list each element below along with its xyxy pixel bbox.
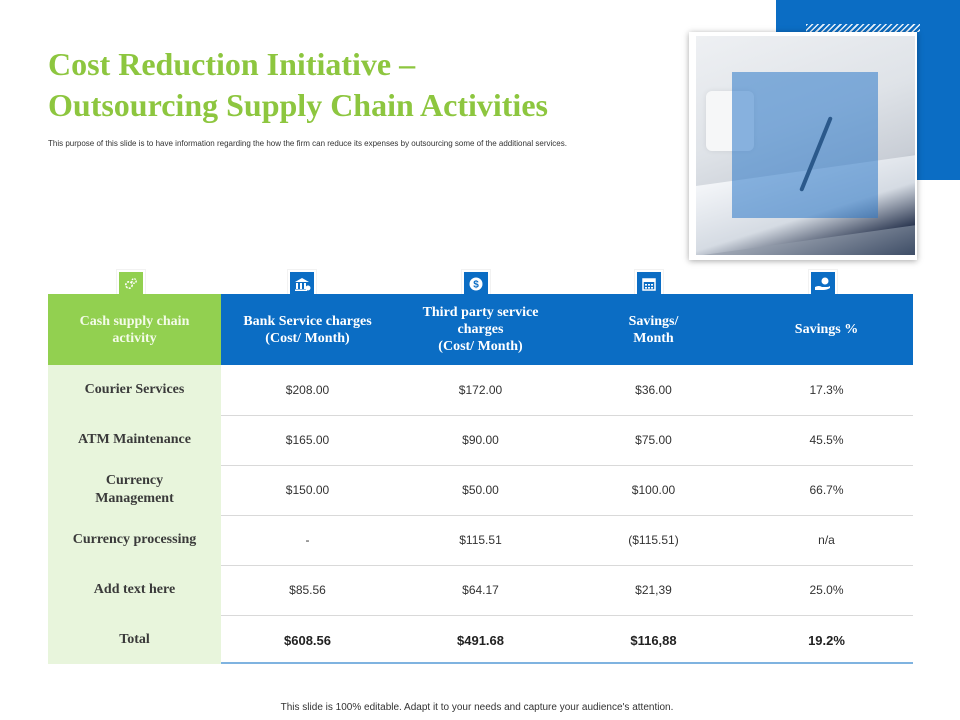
slide-description: This purpose of this slide is to have in… (48, 139, 567, 148)
table-bottom-border (221, 662, 913, 664)
cell-savings: $116,88 (630, 632, 677, 648)
photo-frame (689, 32, 917, 260)
cell-savings: $100.00 (631, 483, 676, 497)
header-third-party-charges: Third party service charges (Cost/ Month… (394, 294, 567, 365)
bank-icon (288, 270, 316, 298)
cell-savings: $21,39 (635, 583, 672, 597)
header-savings-month: Savings/ Month (567, 294, 740, 365)
cell-third-party: $115.51 (459, 533, 502, 547)
cell-third-party: $50.00 (462, 483, 499, 497)
cell-savings-pct: 45.5% (809, 433, 844, 447)
cell-third-party: $491.68 (457, 632, 504, 648)
svg-text:$: $ (473, 280, 479, 291)
cell-activity: Currency processing (72, 532, 197, 547)
cell-bank: $608.56 (284, 632, 331, 648)
header-savings-pct: Savings % (740, 294, 913, 365)
cell-activity: Total (119, 632, 150, 647)
cell-bank: $85.56 (289, 583, 326, 597)
cell-bank: $150.00 (285, 483, 330, 497)
cell-savings: $36.00 (635, 383, 672, 397)
cell-savings: $75.00 (635, 433, 672, 447)
header-activity: Cash supply chain activity (48, 294, 221, 365)
cell-savings-pct: 17.3% (809, 383, 844, 397)
cell-savings-pct: 19.2% (808, 632, 845, 648)
cell-savings: ($115.51) (628, 533, 679, 547)
cell-savings-pct: 25.0% (809, 583, 844, 597)
footer-note: This slide is 100% editable. Adapt it to… (280, 702, 674, 713)
row-divider (221, 465, 913, 466)
title-line-2: Outsourcing Supply Chain Activities (48, 87, 548, 123)
table-row: Currency processing - $115.51 ($115.51) … (48, 515, 913, 565)
cell-third-party: $172.00 (458, 383, 503, 397)
cell-activity: Courier Services (84, 382, 185, 397)
activity-column-bg (48, 365, 221, 664)
table-row-total: Total $608.56 $491.68 $116,88 19.2% (48, 615, 913, 665)
row-divider (221, 415, 913, 416)
cell-bank: $165.00 (285, 433, 330, 447)
title-line-1: Cost Reduction Initiative – (48, 46, 416, 82)
table-header: Cash supply chain activity Bank Service … (48, 294, 913, 365)
row-divider (221, 565, 913, 566)
table-row: Currency Management $150.00 $50.00 $100.… (48, 465, 913, 515)
table-row: Add text here $85.56 $64.17 $21,39 25.0% (48, 565, 913, 615)
photo-blue-overlay (732, 72, 878, 218)
table-row: ATM Maintenance $165.00 $90.00 $75.00 45… (48, 415, 913, 465)
cell-activity: Currency Management (95, 473, 174, 506)
cell-savings-pct: 66.7% (809, 483, 844, 497)
calendar-icon (635, 270, 663, 298)
decorative-hatch (806, 24, 920, 32)
cell-bank: $208.00 (285, 383, 330, 397)
table-row: Courier Services $208.00 $172.00 $36.00 … (48, 365, 913, 415)
page-title: Cost Reduction Initiative – Outsourcing … (48, 44, 688, 126)
cell-activity: Add text here (93, 582, 176, 597)
cell-bank: - (305, 533, 310, 547)
cell-savings-pct: n/a (818, 533, 835, 547)
cell-third-party: $64.17 (462, 583, 499, 597)
header-bank-charges: Bank Service charges (Cost/ Month) (221, 294, 394, 365)
dollar-coin-icon: $ (462, 270, 490, 298)
writing-hand-photo (696, 36, 915, 255)
row-divider (221, 515, 913, 516)
row-divider (221, 615, 913, 616)
cell-activity: ATM Maintenance (78, 432, 191, 447)
cell-third-party: $90.00 (462, 433, 499, 447)
